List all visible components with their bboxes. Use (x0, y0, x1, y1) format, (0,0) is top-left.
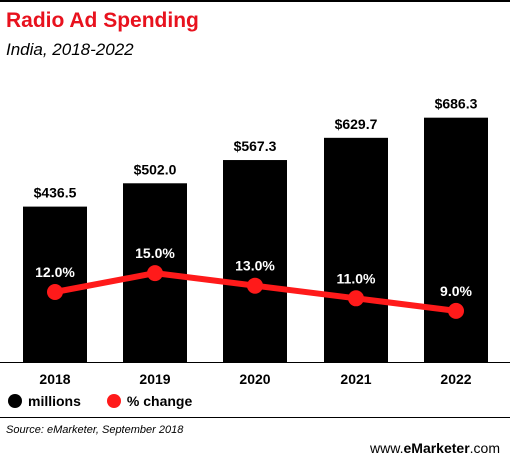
chart-plot: $436.5 $502.0 $567.3 $629.7 $686.3 12.0% 15.0%… (0, 96, 510, 387)
x-tick-label-2019: 2019 (139, 371, 170, 387)
change-point-2018 (47, 284, 63, 300)
bar-2021 (324, 137, 388, 362)
change-point-2020 (247, 277, 263, 294)
x-tick-label-2021: 2021 (340, 371, 371, 387)
bar-value-label-2019: $502.0 (134, 161, 177, 177)
x-tick-label-2022: 2022 (440, 371, 471, 387)
footer-rule (0, 417, 510, 418)
brand-suffix: .com (469, 440, 500, 456)
bar-value-label-2020: $567.3 (234, 138, 277, 154)
legend-swatch-change (106, 394, 121, 408)
legend-item-millions: millions (8, 393, 81, 409)
brand-name: eMarketer (403, 440, 470, 456)
change-point-2022 (448, 302, 464, 319)
legend-swatch-millions (8, 394, 22, 408)
legend: millions % change (8, 393, 218, 409)
x-tick-label-2018: 2018 (39, 371, 70, 387)
top-rule (0, 0, 510, 2)
chart-title: Radio Ad Spending (6, 9, 199, 32)
bar-2020 (223, 160, 287, 362)
bar-value-label-2021: $629.7 (335, 116, 378, 132)
bar-value-label-2018: $436.5 (34, 185, 77, 201)
chart-subtitle: India, 2018-2022 (6, 40, 134, 59)
change-value-label-2018: 12.0% (35, 264, 75, 280)
change-value-label-2020: 13.0% (235, 258, 275, 274)
x-tick-label-2020: 2020 (239, 371, 270, 387)
legend-label-change: % change (126, 393, 193, 409)
bar-value-label-2022: $686.3 (435, 96, 478, 112)
change-point-2021 (348, 290, 364, 307)
change-value-label-2021: 11.0% (337, 270, 376, 286)
brand-link[interactable]: www.eMarketer.com (370, 440, 500, 456)
bar-2022 (424, 117, 488, 362)
brand-prefix: www. (370, 440, 404, 456)
change-value-label-2019: 15.0% (135, 245, 175, 261)
legend-label-millions: millions (28, 393, 81, 409)
change-point-2019 (147, 265, 163, 282)
source-note: Source: eMarketer, September 2018 (6, 424, 184, 436)
change-value-label-2022: 9.0% (440, 283, 472, 299)
legend-item-change: % change (106, 393, 193, 409)
